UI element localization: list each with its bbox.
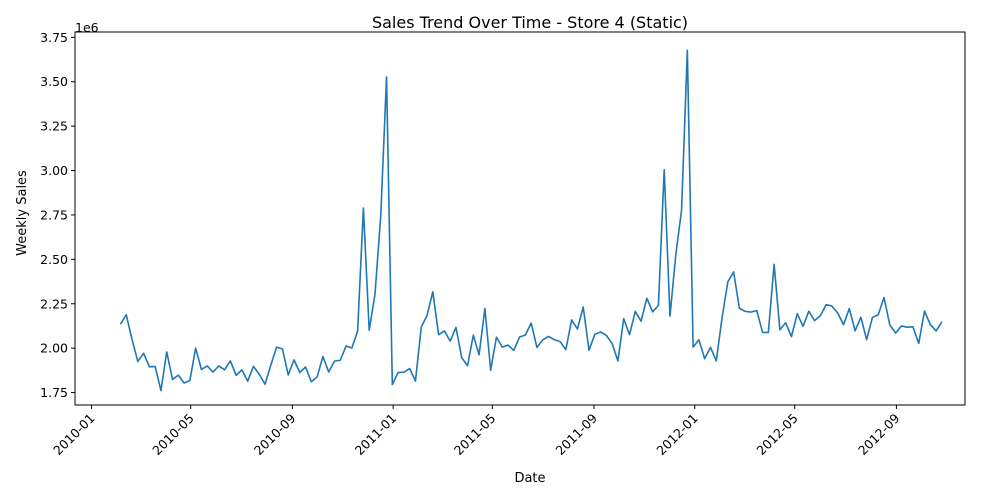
y-tick-label: 1.75 [40,385,68,400]
y-tick-label: 2.50 [40,252,68,267]
y-tick-label: 2.25 [40,296,68,311]
plot-frame [74,31,966,406]
y-axis: 1.75 2.00 2.25 2.50 2.75 3.00 3.25 3.50 3.75 [40,30,75,400]
y-axis-label: Weekly Sales [15,170,30,256]
y-tick-label: 2.00 [40,341,68,356]
y-tick-label: 3.75 [40,30,68,45]
y-tick-label: 3.00 [40,163,68,178]
plot-area [119,49,943,392]
y-tick-label: 3.50 [40,74,68,89]
y-offset-text: 1e6 [75,20,99,35]
y-tick-label: 3.25 [40,119,68,134]
chart-title: Sales Trend Over Time - Store 4 (Static) [372,13,688,32]
x-axis-label: Date [514,471,545,486]
y-tick-label: 2.75 [40,207,68,222]
series-line-0 [119,49,943,392]
